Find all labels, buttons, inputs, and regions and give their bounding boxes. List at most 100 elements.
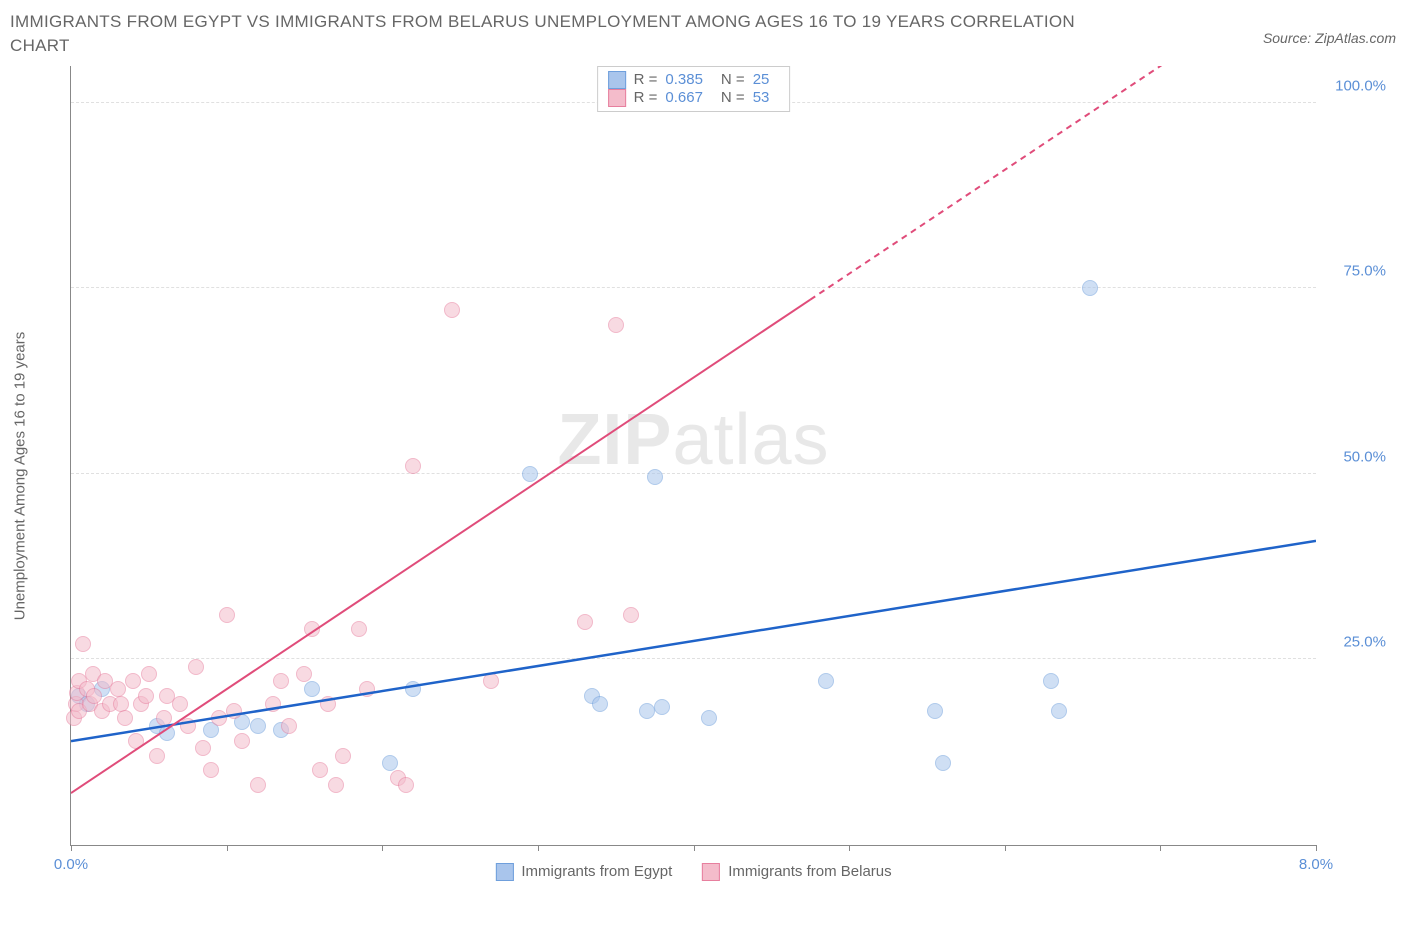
- data-point: [647, 469, 663, 485]
- data-point: [128, 733, 144, 749]
- data-point: [203, 762, 219, 778]
- y-tick-label: 50.0%: [1326, 448, 1386, 465]
- data-point: [405, 681, 421, 697]
- data-point: [592, 696, 608, 712]
- x-tick: [538, 845, 539, 851]
- legend-item-belarus: Immigrants from Belarus: [702, 863, 891, 881]
- data-point: [159, 725, 175, 741]
- r-label: R =: [634, 71, 658, 88]
- data-point: [328, 777, 344, 793]
- data-point: [211, 710, 227, 726]
- data-point: [382, 755, 398, 771]
- source-attribution: Source: ZipAtlas.com: [1263, 10, 1396, 46]
- data-point: [1043, 673, 1059, 689]
- legend-swatch-belarus: [702, 863, 720, 881]
- data-point: [444, 302, 460, 318]
- data-point: [195, 740, 211, 756]
- chart-title: IMMIGRANTS FROM EGYPT VS IMMIGRANTS FROM…: [10, 10, 1110, 58]
- y-tick-label: 75.0%: [1326, 263, 1386, 280]
- swatch-belarus: [608, 89, 626, 107]
- data-point: [335, 748, 351, 764]
- data-point: [172, 696, 188, 712]
- data-point: [273, 673, 289, 689]
- stats-row-2: R = 0.667 N = 53: [608, 89, 780, 107]
- watermark-light: atlas: [672, 400, 829, 480]
- x-tick: [1316, 845, 1317, 851]
- x-tick: [71, 845, 72, 851]
- legend-swatch-egypt: [495, 863, 513, 881]
- series-legend: Immigrants from Egypt Immigrants from Be…: [495, 863, 891, 881]
- chart-container: IMMIGRANTS FROM EGYPT VS IMMIGRANTS FROM…: [10, 10, 1396, 920]
- legend-item-egypt: Immigrants from Egypt: [495, 863, 672, 881]
- data-point: [296, 666, 312, 682]
- n-label: N =: [721, 71, 745, 88]
- data-point: [405, 458, 421, 474]
- stats-legend: R = 0.385 N = 25 R = 0.667 N = 53: [597, 66, 791, 112]
- r-value-egypt: 0.385: [665, 71, 703, 88]
- data-point: [234, 733, 250, 749]
- data-point: [149, 748, 165, 764]
- data-point: [180, 718, 196, 734]
- data-point: [304, 681, 320, 697]
- data-point: [86, 688, 102, 704]
- watermark-bold: ZIP: [557, 400, 672, 480]
- r-value-belarus: 0.667: [665, 89, 703, 106]
- chart-area: Unemployment Among Ages 16 to 19 years Z…: [10, 66, 1396, 886]
- x-tick: [694, 845, 695, 851]
- data-point: [359, 681, 375, 697]
- data-point: [226, 703, 242, 719]
- watermark: ZIPatlas: [557, 399, 829, 481]
- data-point: [156, 710, 172, 726]
- data-point: [281, 718, 297, 734]
- swatch-egypt: [608, 71, 626, 89]
- n-value-egypt: 25: [753, 71, 770, 88]
- data-point: [265, 696, 281, 712]
- gridline: [71, 658, 1316, 659]
- data-point: [188, 659, 204, 675]
- title-row: IMMIGRANTS FROM EGYPT VS IMMIGRANTS FROM…: [10, 10, 1396, 58]
- x-tick: [849, 845, 850, 851]
- data-point: [398, 777, 414, 793]
- data-point: [577, 614, 593, 630]
- data-point: [623, 607, 639, 623]
- stats-row-1: R = 0.385 N = 25: [608, 71, 780, 89]
- r-label: R =: [634, 89, 658, 106]
- x-tick: [382, 845, 383, 851]
- data-point: [113, 696, 129, 712]
- data-point: [141, 666, 157, 682]
- n-value-belarus: 53: [753, 89, 770, 106]
- data-point: [608, 317, 624, 333]
- gridline: [71, 473, 1316, 474]
- data-point: [701, 710, 717, 726]
- data-point: [117, 710, 133, 726]
- data-point: [927, 703, 943, 719]
- data-point: [654, 699, 670, 715]
- x-tick: [1005, 845, 1006, 851]
- data-point: [935, 755, 951, 771]
- data-point: [522, 466, 538, 482]
- data-point: [75, 636, 91, 652]
- y-axis-label: Unemployment Among Ages 16 to 19 years: [12, 331, 29, 620]
- x-tick-label: 8.0%: [1299, 856, 1333, 873]
- plot-region: ZIPatlas R = 0.385 N = 25 R = 0.667 N = …: [70, 66, 1316, 846]
- legend-label-egypt: Immigrants from Egypt: [521, 863, 672, 880]
- data-point: [483, 673, 499, 689]
- data-point: [250, 777, 266, 793]
- data-point: [312, 762, 328, 778]
- data-point: [818, 673, 834, 689]
- x-tick: [1160, 845, 1161, 851]
- data-point: [110, 681, 126, 697]
- y-tick-label: 25.0%: [1326, 634, 1386, 651]
- gridline: [71, 287, 1316, 288]
- data-point: [320, 696, 336, 712]
- data-point: [351, 621, 367, 637]
- data-point: [639, 703, 655, 719]
- data-point: [1051, 703, 1067, 719]
- data-point: [125, 673, 141, 689]
- data-point: [250, 718, 266, 734]
- data-point: [1082, 280, 1098, 296]
- legend-label-belarus: Immigrants from Belarus: [728, 863, 891, 880]
- y-tick-label: 100.0%: [1326, 77, 1386, 94]
- x-tick-label: 0.0%: [54, 856, 88, 873]
- data-point: [304, 621, 320, 637]
